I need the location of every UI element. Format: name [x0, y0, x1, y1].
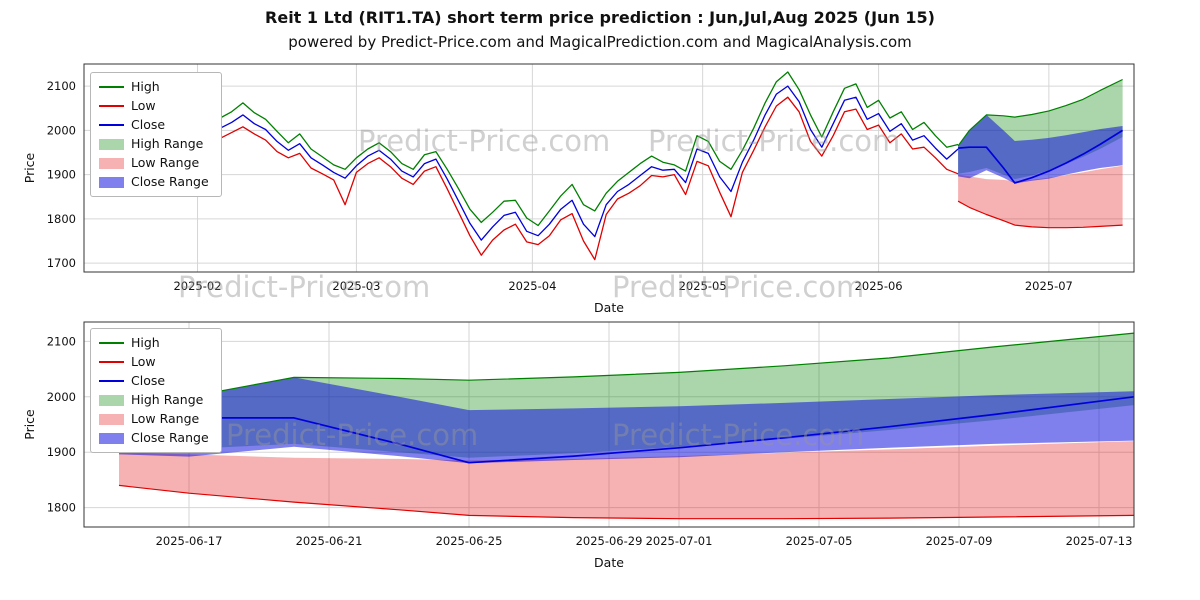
svg-text:1700: 1700 [47, 256, 76, 270]
legend-item-high-range: High Range [99, 392, 209, 408]
svg-text:2025-07-13: 2025-07-13 [1066, 534, 1133, 548]
low-range-patch-swatch [99, 157, 124, 169]
svg-text:2025-06-21: 2025-06-21 [296, 534, 363, 548]
legend-item-low-range: Low Range [99, 411, 209, 427]
high-range-patch-swatch [99, 394, 124, 406]
legend-item-high-range: High Range [99, 136, 209, 152]
svg-text:1900: 1900 [47, 445, 76, 459]
forecast-detail-chart: 1800 1900 2000 2100 2025-06-17 2025-06-21 2025… [22, 321, 1135, 570]
high-range-patch-swatch [99, 138, 124, 150]
svg-text:2100: 2100 [47, 334, 76, 348]
close-range-patch-swatch [99, 176, 124, 188]
svg-text:2025-07-05: 2025-07-05 [786, 534, 853, 548]
close-range-patch-swatch [99, 432, 124, 444]
svg-text:2025-03: 2025-03 [332, 279, 380, 293]
svg-text:2025-04: 2025-04 [508, 279, 556, 293]
svg-text:Date: Date [594, 300, 624, 315]
high-line-swatch [99, 342, 124, 344]
svg-text:1900: 1900 [47, 168, 76, 182]
svg-text:2025-06-25: 2025-06-25 [436, 534, 503, 548]
price-history-forecast-chart: 1700 1800 1900 2000 2100 2025-02 2025-03 2025-0… [22, 63, 1135, 315]
svg-text:2025-07-09: 2025-07-09 [926, 534, 993, 548]
svg-text:1800: 1800 [47, 501, 76, 515]
svg-text:2025-07-01: 2025-07-01 [646, 534, 713, 548]
low-range-patch-swatch [99, 413, 124, 425]
legend-bottom-chart: High Low Close High Range Low Range Clos… [90, 328, 222, 453]
svg-text:2000: 2000 [47, 123, 76, 137]
legend-item-low: Low [99, 98, 209, 114]
legend-item-high: High [99, 79, 209, 95]
svg-text:2000: 2000 [47, 390, 76, 404]
page-title: Reit 1 Ltd (RIT1.TA) short term price pr… [265, 8, 935, 27]
svg-text:2025-05: 2025-05 [679, 279, 727, 293]
legend-item-close: Close [99, 117, 209, 133]
svg-text:2025-02: 2025-02 [173, 279, 221, 293]
low-line-swatch [99, 361, 124, 363]
high-line-swatch [99, 86, 124, 88]
svg-text:1800: 1800 [47, 212, 76, 226]
legend-item-low-range: Low Range [99, 155, 209, 171]
low-line-swatch [99, 105, 124, 107]
svg-text:2025-07: 2025-07 [1025, 279, 1073, 293]
svg-text:2025-06-29: 2025-06-29 [576, 534, 643, 548]
svg-text:2100: 2100 [47, 79, 76, 93]
legend-item-high: High [99, 335, 209, 351]
page-subtitle: powered by Predict-Price.com and Magical… [288, 33, 912, 51]
legend-item-close-range: Close Range [99, 174, 209, 190]
svg-text:Date: Date [594, 555, 624, 570]
svg-text:2025-06-17: 2025-06-17 [156, 534, 223, 548]
legend-item-close: Close [99, 373, 209, 389]
legend-item-low: Low [99, 354, 209, 370]
close-line-swatch [99, 124, 124, 126]
legend-item-close-range: Close Range [99, 430, 209, 446]
svg-text:2025-06: 2025-06 [855, 279, 903, 293]
legend-top-chart: High Low Close High Range Low Range Clos… [90, 72, 222, 197]
svg-text:Price: Price [22, 152, 37, 183]
close-line-swatch [99, 380, 124, 382]
svg-text:Price: Price [22, 409, 37, 440]
